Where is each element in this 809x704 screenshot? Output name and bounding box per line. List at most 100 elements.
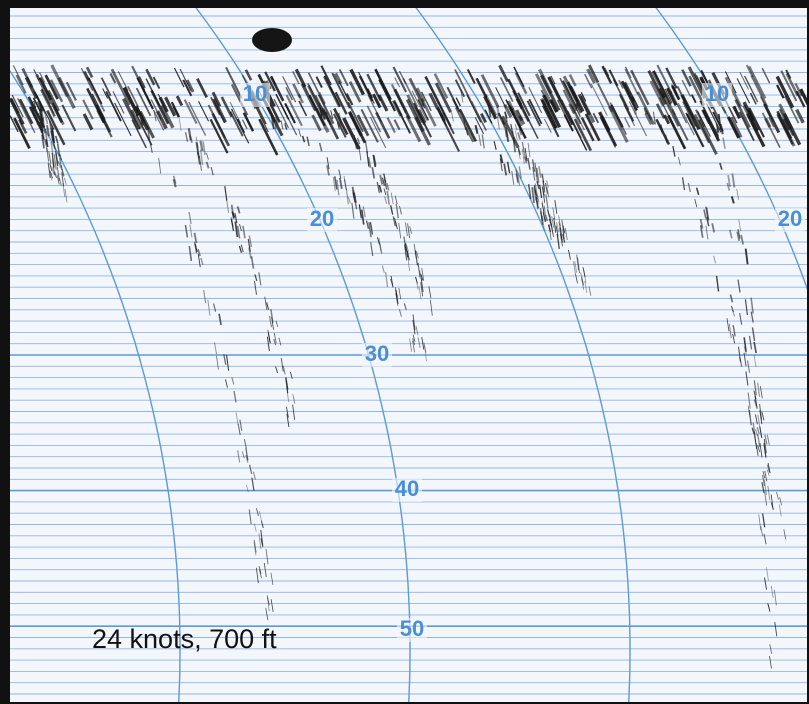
echo-streak (44, 74, 59, 100)
echo-tail (270, 309, 274, 323)
echo-tail (499, 154, 504, 164)
echo-streak (82, 99, 94, 120)
echo-tail (412, 314, 416, 331)
echo-tail (758, 514, 762, 531)
echo-tail (505, 129, 510, 142)
echo-tail (51, 127, 56, 144)
echo-tail (266, 302, 270, 310)
echo-streak (82, 113, 94, 131)
echo-streak (537, 68, 553, 94)
echo-streak (528, 86, 543, 114)
echo-tail (681, 177, 686, 191)
echo-streak (311, 114, 322, 132)
echo-streak (618, 79, 624, 89)
echo-tail (377, 237, 380, 245)
echo-tail (558, 221, 562, 230)
echo-streak (129, 109, 142, 130)
echo-tail (417, 262, 421, 278)
echo-tail (753, 354, 757, 368)
echo-streak (732, 105, 742, 119)
echo-streak (480, 112, 487, 123)
echo-streak (610, 104, 624, 128)
echo-tail (278, 337, 282, 346)
echo-streak (795, 108, 805, 124)
echo-streak (515, 97, 524, 110)
echo-tail (488, 100, 491, 108)
echo-tail (338, 177, 343, 190)
depth-labels: 10 20 30 40 50 10 20 (240, 81, 805, 642)
echo-tail (420, 277, 424, 293)
echo-streak (484, 109, 493, 124)
echo-streak (170, 101, 181, 118)
echo-tail (46, 147, 50, 162)
echo-tail (463, 118, 467, 131)
echo-tail (511, 170, 515, 185)
echo-streak (10, 97, 25, 126)
echo-streak (12, 65, 24, 86)
echo-tail (761, 411, 765, 421)
echo-tail (759, 443, 763, 458)
echo-tail (188, 246, 193, 261)
echo-tail (285, 406, 289, 418)
echo-tail (409, 226, 413, 234)
echo-streak (624, 66, 632, 79)
echo-tail (732, 333, 736, 344)
echo-tail (551, 224, 554, 237)
echo-tail (245, 484, 249, 493)
echo-tail (534, 183, 538, 197)
depth-label: 20 (310, 206, 334, 231)
echo-tail (765, 567, 769, 581)
echo-streak (213, 100, 226, 124)
echo-tail (39, 108, 44, 124)
echo-tail (705, 206, 709, 219)
echo-streak (358, 71, 375, 104)
echo-streak (282, 76, 297, 103)
echo-tail (50, 130, 54, 142)
echo-streak (122, 97, 141, 130)
echo-tail (575, 274, 578, 284)
grid (10, 15, 807, 695)
echo-streak (660, 92, 680, 127)
echo-streak (39, 72, 46, 84)
echo-streak (441, 118, 460, 152)
echo-tail (561, 219, 565, 236)
echo-tail (369, 222, 374, 235)
echo-tail (345, 188, 349, 205)
echo-tail (481, 134, 485, 149)
echo-tail (306, 136, 310, 147)
echo-tail (677, 156, 681, 166)
echo-streak (470, 100, 487, 131)
echo-tail (379, 243, 383, 254)
echo-tail (414, 250, 418, 266)
echo-tail (184, 131, 189, 142)
echo-streak (628, 101, 648, 137)
echo-streak (157, 93, 165, 106)
echo-streak (517, 92, 531, 117)
echo-tail (714, 129, 720, 138)
echo-tail (253, 541, 257, 556)
echo-tail (581, 276, 585, 286)
echo-tail (49, 163, 53, 171)
echo-tail (754, 429, 758, 437)
echo-tail (770, 494, 774, 511)
echo-streak (80, 67, 94, 91)
echo-streak (345, 92, 354, 106)
echo-streak (114, 102, 132, 137)
echo-tail (584, 280, 588, 293)
echo-tail (234, 212, 238, 224)
echo-tail (370, 242, 374, 257)
echo-streak (799, 88, 807, 106)
echo-tail (198, 155, 202, 171)
echo-tail (149, 143, 153, 153)
echo-tail (417, 337, 421, 348)
echo-tail (292, 394, 296, 404)
echo-streak (677, 102, 695, 136)
echo-tail (202, 141, 206, 156)
echo-streak (590, 83, 608, 116)
echo-tail (333, 176, 338, 190)
echo-tail (441, 112, 446, 123)
echo-streak (230, 84, 249, 116)
echo-tail (583, 270, 587, 283)
echo-tail (398, 222, 402, 239)
echo-streak (348, 81, 362, 103)
